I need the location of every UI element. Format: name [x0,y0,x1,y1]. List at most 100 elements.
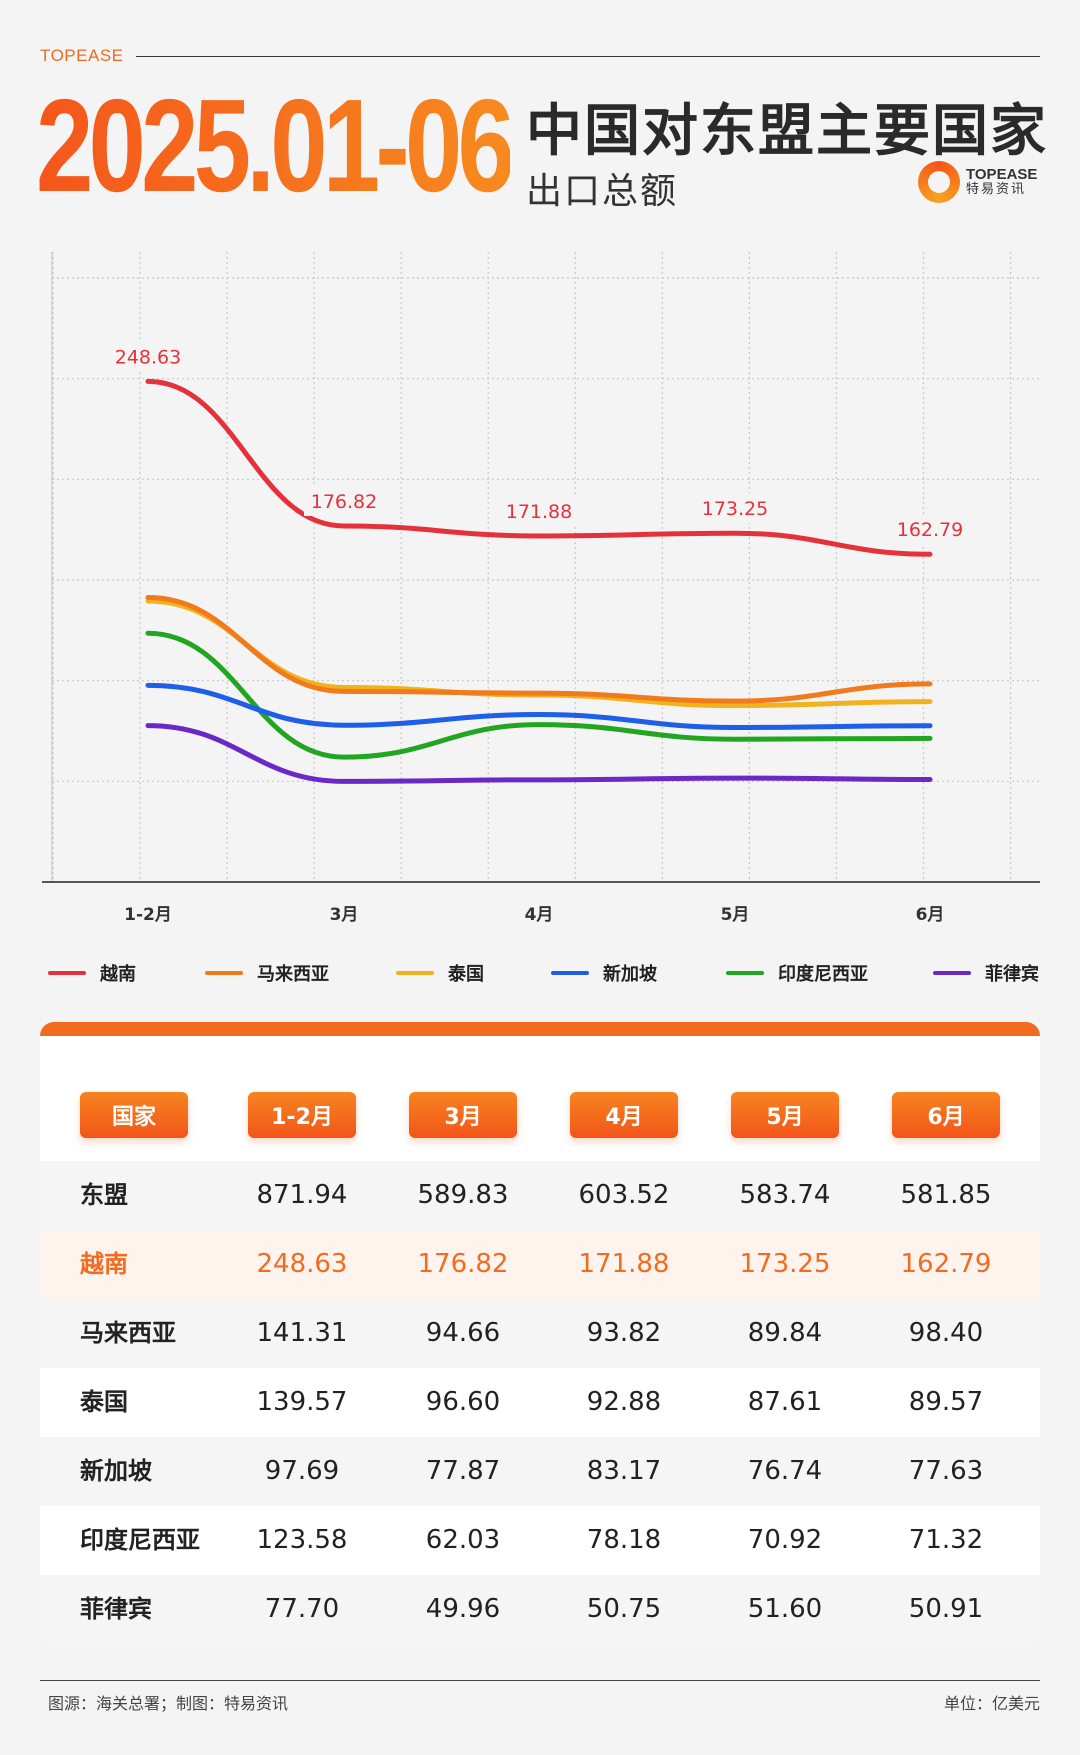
table-header-cell: 4月 [570,1092,678,1138]
data-label-bg [890,514,970,545]
legend-item: 菲律宾 [933,960,1039,986]
table-cell-value: 77.87 [425,1456,501,1486]
table-cell-value: 93.82 [586,1318,662,1348]
data-label-bg [499,495,579,526]
legend-label: 越南 [100,964,136,985]
legend-label: 马来西亚 [257,964,329,985]
logo-icon [918,161,960,203]
table-row: 新加坡 97.69 77.87 83.17 76.74 77.63 [40,1437,1040,1506]
table-cell-value: 83.17 [586,1456,662,1486]
legend-label: 新加坡 [603,964,657,985]
legend-label: 菲律宾 [985,964,1039,985]
top-divider [136,56,1040,57]
series-line-马来西亚 [145,594,933,704]
legend-item: 印度尼西亚 [726,960,868,986]
date-range-title: 2025.01-06 [36,72,515,219]
data-label-bg [304,486,384,517]
table-cell-value: 173.25 [739,1249,831,1279]
table-cell-value: 49.96 [425,1594,501,1624]
x-tick-label: 3月 [330,905,359,925]
table-cell-value: 123.58 [256,1525,348,1555]
page-title: 中国对东盟主要国家 [526,99,1048,164]
x-tick-label: 4月 [525,905,554,925]
table-cell-value: 92.88 [586,1387,662,1417]
table-row: 菲律宾 77.70 49.96 50.75 51.60 50.91 [40,1575,1040,1644]
table-cell-country: 菲律宾 [80,1595,152,1623]
series-line-越南 [145,378,933,557]
legend-label: 印度尼西亚 [778,964,868,985]
logo-text-en: TOPEASE [966,166,1038,184]
x-tick-label: 5月 [721,905,750,925]
data-table: 国家 1-2月 3月 4月 5月 6月 东盟 871.94 589.83 603.52 583.7… [40,1022,1040,1644]
legend-swatch [726,971,764,975]
table-header-cell: 6月 [892,1092,1000,1138]
table-cell-value: 87.61 [747,1387,823,1417]
legend-swatch [551,971,589,975]
legend-swatch [48,971,86,975]
legend-swatch [205,971,243,975]
table-cell-value: 89.84 [747,1318,823,1348]
table-cell-value: 51.60 [747,1594,823,1624]
table-cell-value: 603.52 [578,1180,670,1210]
table-row: 泰国 139.57 96.60 92.88 87.61 89.57 [40,1368,1040,1437]
x-tick-label: 6月 [916,905,945,925]
table-cell-country: 东盟 [80,1181,128,1209]
table-cell-value: 162.79 [900,1249,992,1279]
chart-svg: 1-2月 3月 4月 5月 6月 248.63 176.82 171.88 173.25 162.… [42,252,1040,925]
series-line-菲律宾 [145,723,933,784]
data-label: 171.88 [506,501,572,523]
table-cell-value: 71.32 [908,1525,984,1555]
table-header-cell: 3月 [409,1092,517,1138]
data-label: 173.25 [702,498,768,520]
legend-item: 新加坡 [551,960,657,986]
brand-label: TOPEASE [40,46,124,65]
table-cell-value: 77.70 [264,1594,340,1624]
table-cell-country: 泰国 [80,1388,128,1416]
unit-note: 单位：亿美元 [943,1694,1040,1713]
table-cell-country: 马来西亚 [80,1319,176,1347]
legend-item: 马来西亚 [205,960,329,986]
table-cell-country: 新加坡 [80,1457,152,1485]
table-cell-value: 89.57 [908,1387,984,1417]
table-cell-value: 581.85 [900,1180,992,1210]
data-label-bg [108,341,188,372]
table-row: 越南 248.63 176.82 171.88 173.25 162.79 [40,1230,1040,1299]
table-cell-value: 583.74 [739,1180,831,1210]
table-cell-country: 印度尼西亚 [80,1526,200,1554]
table-cell-value: 76.74 [747,1456,823,1486]
data-label-bg [695,493,775,524]
series-line-泰国 [145,598,933,709]
legend-item: 泰国 [396,960,484,986]
data-label: 176.82 [311,491,377,513]
legend-label: 泰国 [448,964,484,985]
table-cell-value: 70.92 [747,1525,823,1555]
data-label: 162.79 [897,519,963,541]
table-cell-value: 94.66 [425,1318,501,1348]
table-cell-value: 171.88 [578,1249,670,1279]
table-cell-value: 176.82 [417,1249,509,1279]
table-cell-value: 50.75 [586,1594,662,1624]
topease-logo: TOPEASE 特易资讯 [918,161,1037,203]
table-row: 印度尼西亚 123.58 62.03 78.18 70.92 71.32 [40,1506,1040,1575]
logo-text-cn: 特易资讯 [966,182,1027,198]
x-tick-label: 1-2月 [124,905,172,925]
table-cell-value: 77.63 [908,1456,984,1486]
table-cell-value: 97.69 [264,1456,340,1486]
bottom-divider [40,1680,1040,1681]
table-row: 东盟 871.94 589.83 603.52 583.74 581.85 [40,1161,1040,1230]
table-cell-value: 248.63 [256,1249,348,1279]
table-cell-value: 589.83 [417,1180,509,1210]
table-cell-value: 98.40 [908,1318,984,1348]
table-header-cell: 5月 [731,1092,839,1138]
legend-swatch [396,971,434,975]
table-header-row: 国家 1-2月 3月 4月 5月 6月 [40,1092,1040,1142]
table-cell-value: 62.03 [425,1525,501,1555]
data-label: 248.63 [115,346,181,368]
table-cell-value: 871.94 [256,1180,348,1210]
table-row: 马来西亚 141.31 94.66 93.82 89.84 98.40 [40,1299,1040,1368]
table-cell-value: 96.60 [425,1387,501,1417]
table-cell-value: 141.31 [256,1318,348,1348]
series-line-新加坡 [145,682,933,730]
table-cell-value: 139.57 [256,1387,348,1417]
table-cell-country: 越南 [80,1250,128,1278]
